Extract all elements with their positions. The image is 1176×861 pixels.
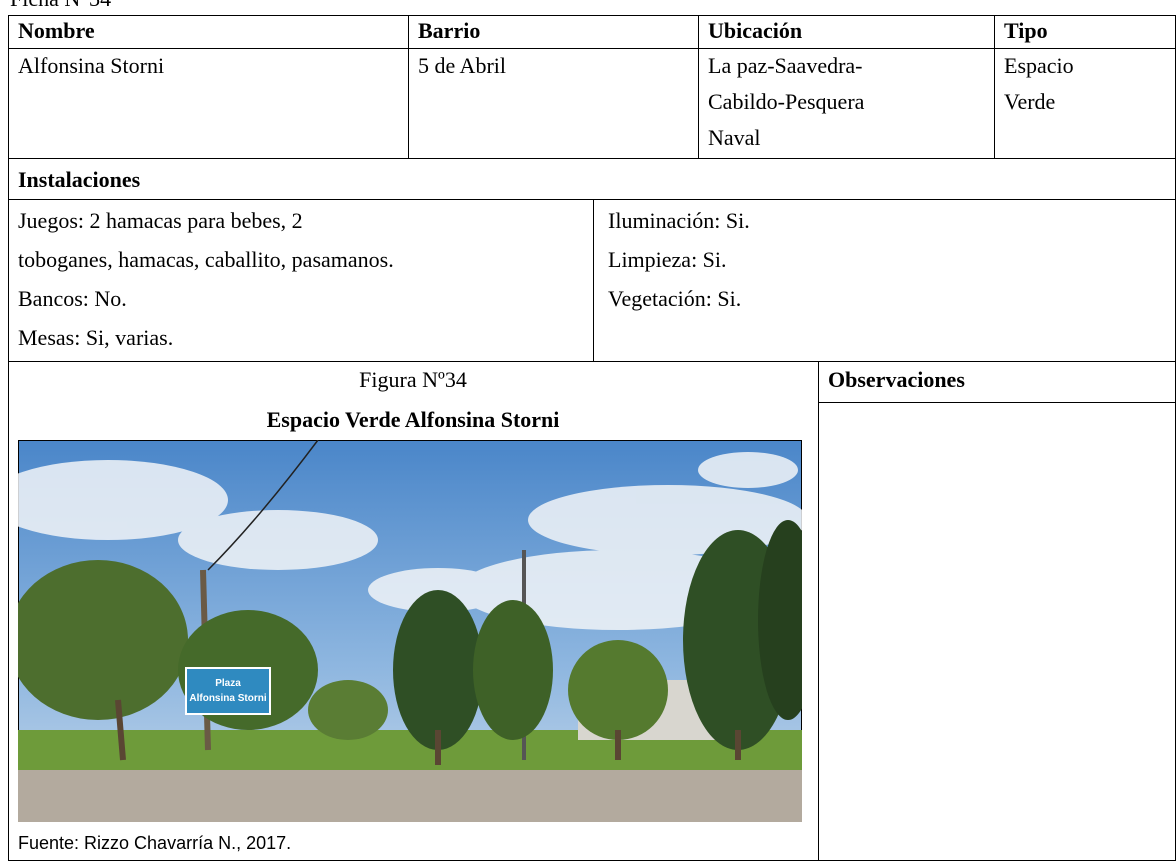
- figure-number: Figura Nº34: [359, 367, 467, 392]
- header-cell: Nombre: [18, 18, 95, 43]
- text-line: Cabildo-Pesquera: [708, 89, 865, 114]
- installations-left: Juegos: 2 hamacas para bebes, 2 toboganes…: [8, 201, 394, 357]
- rule: [593, 199, 594, 361]
- data-cell: Espacio Verde: [994, 48, 1074, 120]
- text-line: Mesas: Si, varias.: [18, 325, 174, 350]
- trees: [18, 520, 802, 750]
- data-cell: 5 de Abril: [408, 48, 506, 84]
- text-line: Bancos: No.: [18, 286, 127, 311]
- sign-text: Plaza: [215, 678, 241, 689]
- text-line: Verde: [1004, 89, 1056, 114]
- header-cell: Barrio: [418, 18, 481, 43]
- text-line: 5 de Abril: [418, 53, 506, 78]
- rule: [994, 15, 995, 158]
- rule: [408, 15, 409, 158]
- photo: Plaza Alfonsina Storni: [18, 440, 802, 822]
- text-line: La paz-Saavedra-: [708, 53, 863, 78]
- text-line: Iluminación: Si.: [608, 208, 750, 233]
- sheet-title: Ficha N°34: [10, 0, 111, 14]
- text-line: Vegetación: Si.: [608, 286, 742, 311]
- installations-right: Iluminación: Si. Limpieza: Si. Vegetación:…: [598, 201, 750, 318]
- header-cell: Tipo: [1004, 18, 1048, 43]
- data-cell: La paz-Saavedra- Cabildo-Pesquera Naval: [698, 48, 864, 156]
- figure-source: Fuente: Rizzo Chavarría N., 2017.: [18, 833, 292, 853]
- observations-title: Observaciones: [828, 367, 965, 392]
- rule: [8, 158, 1176, 159]
- text-line: Juegos: 2 hamacas para bebes, 2: [18, 208, 303, 233]
- rule: [8, 199, 1176, 200]
- sign: [185, 667, 271, 715]
- rule: [8, 48, 1176, 49]
- header-cell: Ubicación: [708, 18, 803, 43]
- rule: [818, 402, 1176, 403]
- road: [18, 770, 802, 822]
- text-line: Limpieza: Si.: [608, 247, 727, 272]
- figure-title: Espacio Verde Alfonsina Storni: [266, 407, 560, 432]
- sign-text: Alfonsina Storni: [189, 693, 266, 704]
- text-line: Naval: [708, 125, 761, 150]
- text-line: Alfonsina Storni: [18, 53, 165, 78]
- text-line: toboganes, hamacas, caballito, pasamanos…: [18, 247, 394, 272]
- data-cell: Alfonsina Storni: [8, 48, 164, 84]
- text-line: Espacio: [1004, 53, 1074, 78]
- rule: [698, 15, 699, 158]
- rule: [818, 361, 819, 861]
- section-title: Instalaciones: [18, 167, 141, 192]
- rule: [8, 361, 1176, 362]
